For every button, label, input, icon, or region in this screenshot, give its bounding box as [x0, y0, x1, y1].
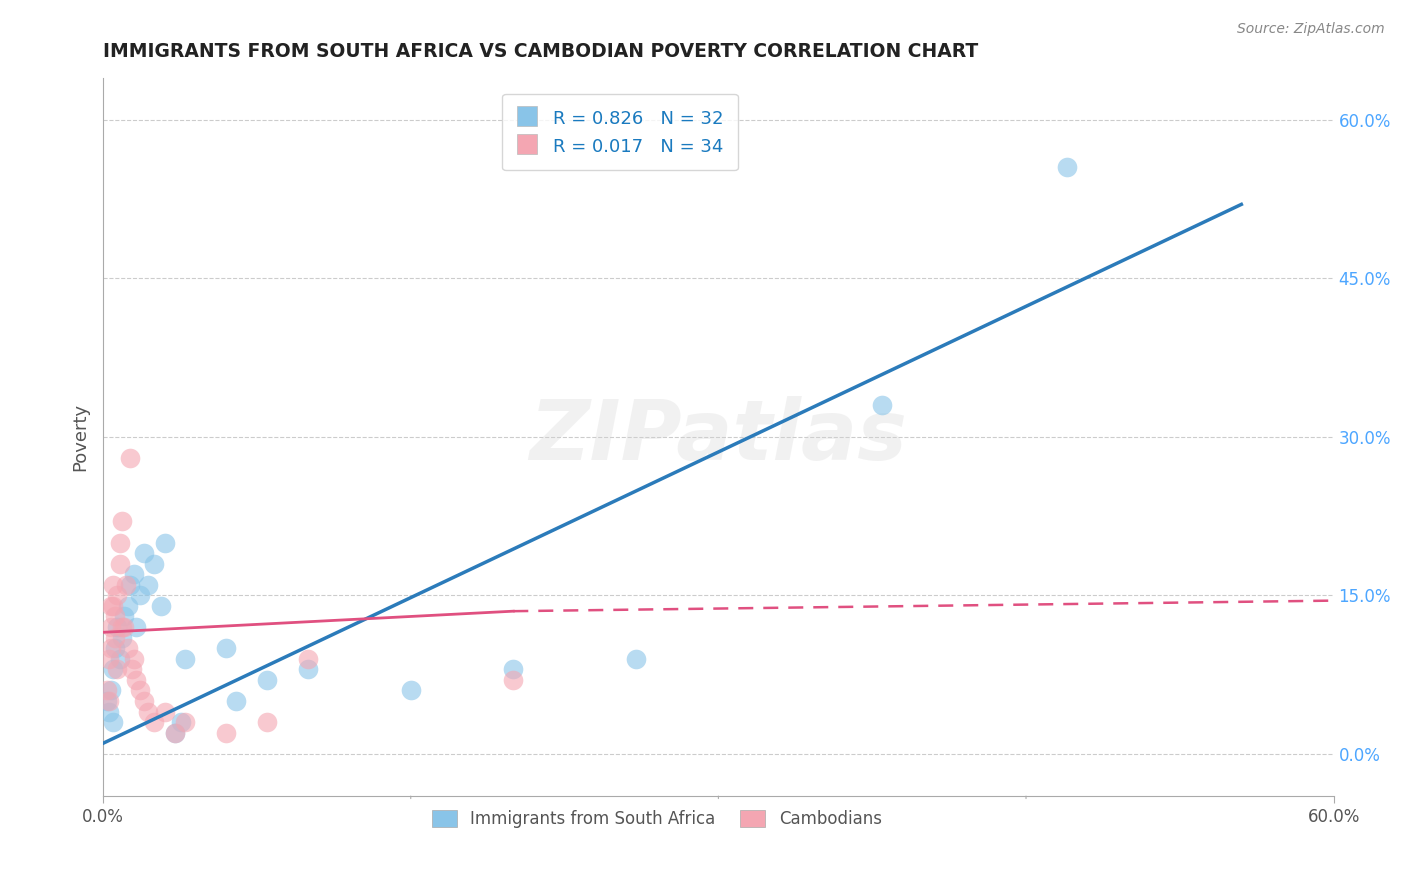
Point [143, 715, 166, 730]
Point [108, 535, 131, 549]
Point [256, 673, 278, 687]
Point [112, 620, 135, 634]
Point [256, 715, 278, 730]
Point [110, 620, 132, 634]
Point [98, 694, 121, 708]
Point [108, 651, 131, 665]
Point [100, 620, 122, 634]
Point [136, 705, 159, 719]
Point [872, 398, 894, 412]
Point [153, 535, 176, 549]
Point [104, 641, 127, 656]
Point [215, 725, 238, 739]
Point [103, 715, 125, 730]
Point [122, 567, 145, 582]
Point [163, 725, 186, 739]
Point [103, 662, 125, 676]
Point [170, 715, 193, 730]
Point [96, 683, 118, 698]
Point [215, 641, 238, 656]
Point [104, 609, 127, 624]
Point [100, 683, 122, 698]
Point [163, 725, 186, 739]
Point [143, 557, 166, 571]
Text: IMMIGRANTS FROM SOUTH AFRICA VS CAMBODIAN POVERTY CORRELATION CHART: IMMIGRANTS FROM SOUTH AFRICA VS CAMBODIA… [103, 42, 979, 61]
Point [117, 641, 139, 656]
Point [121, 662, 143, 676]
Point [129, 588, 152, 602]
Point [125, 673, 148, 687]
Point [297, 662, 319, 676]
Point [107, 662, 129, 676]
Point [104, 631, 127, 645]
Point [399, 683, 422, 698]
Point [114, 578, 136, 592]
Point [110, 631, 132, 645]
Text: Source: ZipAtlas.com: Source: ZipAtlas.com [1237, 22, 1385, 37]
Point [100, 599, 122, 613]
Text: ZIPatlas: ZIPatlas [530, 396, 907, 477]
Point [103, 599, 125, 613]
Point [107, 588, 129, 602]
Point [110, 514, 132, 528]
Point [96, 694, 118, 708]
Point [122, 651, 145, 665]
Point [149, 599, 172, 613]
Point [297, 651, 319, 665]
Point [153, 705, 176, 719]
Point [626, 651, 648, 665]
Point [134, 546, 156, 560]
Point [125, 620, 148, 634]
Point [502, 662, 524, 676]
Point [225, 694, 247, 708]
Point [1056, 161, 1078, 175]
Point [98, 705, 121, 719]
Point [108, 557, 131, 571]
Point [502, 673, 524, 687]
Point [136, 578, 159, 592]
Point [174, 651, 197, 665]
Point [174, 715, 197, 730]
Point [118, 450, 141, 465]
Point [129, 683, 152, 698]
Point [98, 651, 121, 665]
Point [134, 694, 156, 708]
Point [117, 599, 139, 613]
Point [118, 578, 141, 592]
Point [103, 578, 125, 592]
Point [107, 620, 129, 634]
Point [112, 609, 135, 624]
Legend: Immigrants from South Africa, Cambodians: Immigrants from South Africa, Cambodians [425, 803, 889, 834]
Point [100, 641, 122, 656]
Y-axis label: Poverty: Poverty [72, 403, 89, 471]
